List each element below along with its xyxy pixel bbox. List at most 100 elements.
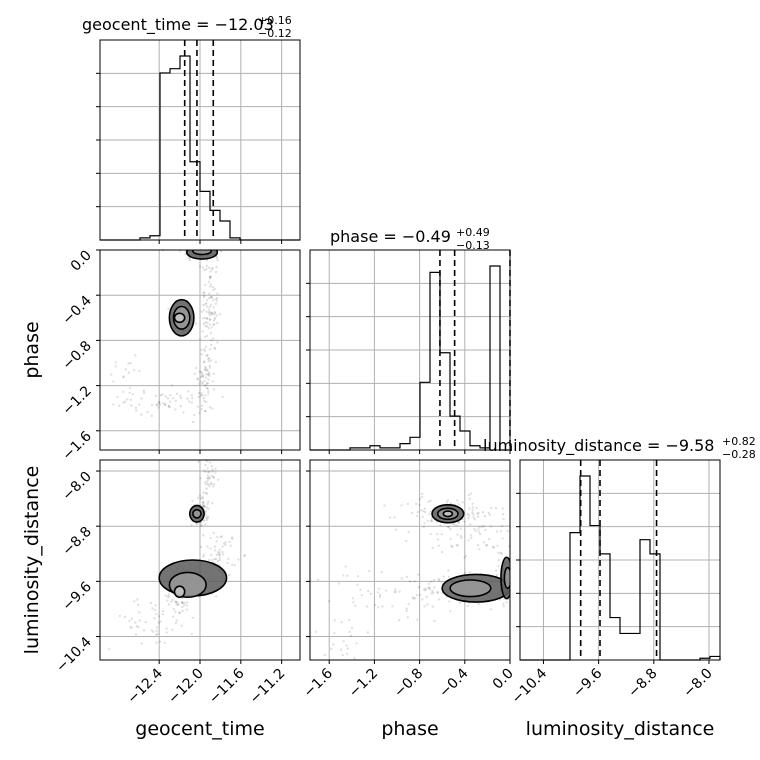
scatter-point: [471, 509, 474, 512]
scatter-point: [432, 591, 435, 595]
scatter-point: [416, 510, 420, 514]
scatter-point: [176, 604, 179, 607]
scatter-point: [489, 608, 493, 611]
scatter-point: [468, 507, 471, 510]
scatter-point: [116, 395, 119, 399]
contour-level-2: [503, 566, 510, 590]
ytick-label-luminosity-distance: −10.4: [53, 634, 95, 676]
scatter-point: [453, 523, 456, 526]
scatter-point: [207, 296, 211, 300]
scatter-point: [350, 626, 354, 630]
scatter-point: [230, 536, 234, 539]
scatter-point: [207, 326, 210, 330]
scatter-point: [224, 541, 227, 544]
scatter-point: [157, 401, 161, 404]
scatter-point: [207, 308, 211, 311]
xtick-label-luminosity-distance: −8.8: [625, 666, 660, 701]
scatter-point: [197, 460, 200, 463]
scatter-point: [365, 605, 369, 608]
scatter-point: [485, 543, 489, 547]
scatter-point: [416, 618, 419, 621]
scatter-point: [150, 403, 154, 406]
scatter-point: [213, 347, 217, 351]
scatter-point: [451, 545, 454, 549]
scatter-point: [394, 590, 397, 594]
scatter-point: [216, 292, 219, 295]
scatter-point: [168, 400, 172, 403]
scatter-point: [367, 589, 370, 593]
scatter-point: [130, 617, 134, 621]
scatter-point: [495, 573, 499, 577]
title-phase-minus: −0.13: [456, 239, 490, 252]
scatter-point: [424, 587, 428, 590]
scatter-point: [190, 524, 193, 527]
scatter-point: [177, 603, 180, 606]
ytick-label-phase: −1.6: [59, 428, 94, 463]
contour-level-1: [442, 510, 454, 518]
scatter-point: [178, 611, 181, 614]
scatter-point: [188, 400, 191, 403]
scatter-point: [200, 408, 203, 411]
scatter-point: [199, 477, 202, 480]
scatter-point: [213, 323, 216, 326]
scatter-point: [423, 522, 426, 525]
scatter-point: [155, 403, 158, 406]
xtick-label-geocent-time: −11.2: [247, 666, 289, 708]
scatter-point: [164, 403, 167, 407]
scatter-point: [208, 374, 211, 377]
scatter-point: [469, 534, 473, 537]
scatter-point: [194, 522, 198, 525]
scatter-point: [212, 323, 215, 327]
scatter-point: [203, 368, 207, 371]
scatter-point: [209, 314, 212, 317]
scatter-point: [211, 380, 214, 383]
scatter-point: [123, 400, 127, 403]
scatter-point: [199, 545, 203, 549]
scatter-point: [420, 492, 424, 496]
scatter-point: [175, 392, 179, 395]
scatter-point: [440, 550, 444, 554]
scatter-point: [339, 648, 343, 651]
scatter-point: [217, 553, 221, 557]
scatter-point: [174, 399, 177, 403]
scatter-point: [216, 535, 219, 539]
scatter-point: [445, 501, 448, 504]
scatter-point: [468, 570, 471, 574]
scatter-point: [151, 607, 154, 610]
scatter-point: [209, 536, 212, 540]
scatter-point: [169, 393, 172, 397]
scatter-point: [421, 598, 424, 601]
scatter-point: [202, 553, 206, 556]
scatter-point: [228, 573, 231, 577]
scatter-point: [181, 605, 184, 609]
scatter-point: [206, 369, 209, 372]
scatter-point: [128, 386, 132, 390]
scatter-point: [205, 506, 208, 509]
scatter-point: [134, 354, 137, 357]
scatter-point: [366, 631, 370, 634]
scatter-point: [204, 317, 207, 320]
scatter-point: [477, 528, 480, 531]
scatter-point: [467, 493, 471, 497]
scatter-point: [214, 316, 217, 320]
ytick-label-luminosity-distance: −9.6: [59, 579, 94, 614]
scatter-point: [208, 318, 212, 321]
scatter-point: [218, 556, 221, 559]
scatter-point: [203, 384, 207, 387]
scatter-point: [500, 552, 503, 556]
scatter-point: [202, 534, 205, 537]
scatter-point: [207, 310, 211, 314]
scatter-point: [212, 313, 215, 316]
scatter-point: [203, 268, 206, 272]
scatter-point: [413, 597, 417, 600]
scatter-point: [425, 595, 428, 599]
scatter-point: [411, 596, 414, 599]
scatter-point: [212, 476, 216, 479]
scatter-point: [208, 477, 212, 480]
scatter-point: [211, 407, 214, 410]
scatter-point: [207, 280, 211, 284]
scatter-point: [128, 391, 131, 394]
scatter-point: [179, 404, 183, 408]
scatter-point: [201, 266, 205, 269]
scatter-point: [114, 361, 118, 364]
